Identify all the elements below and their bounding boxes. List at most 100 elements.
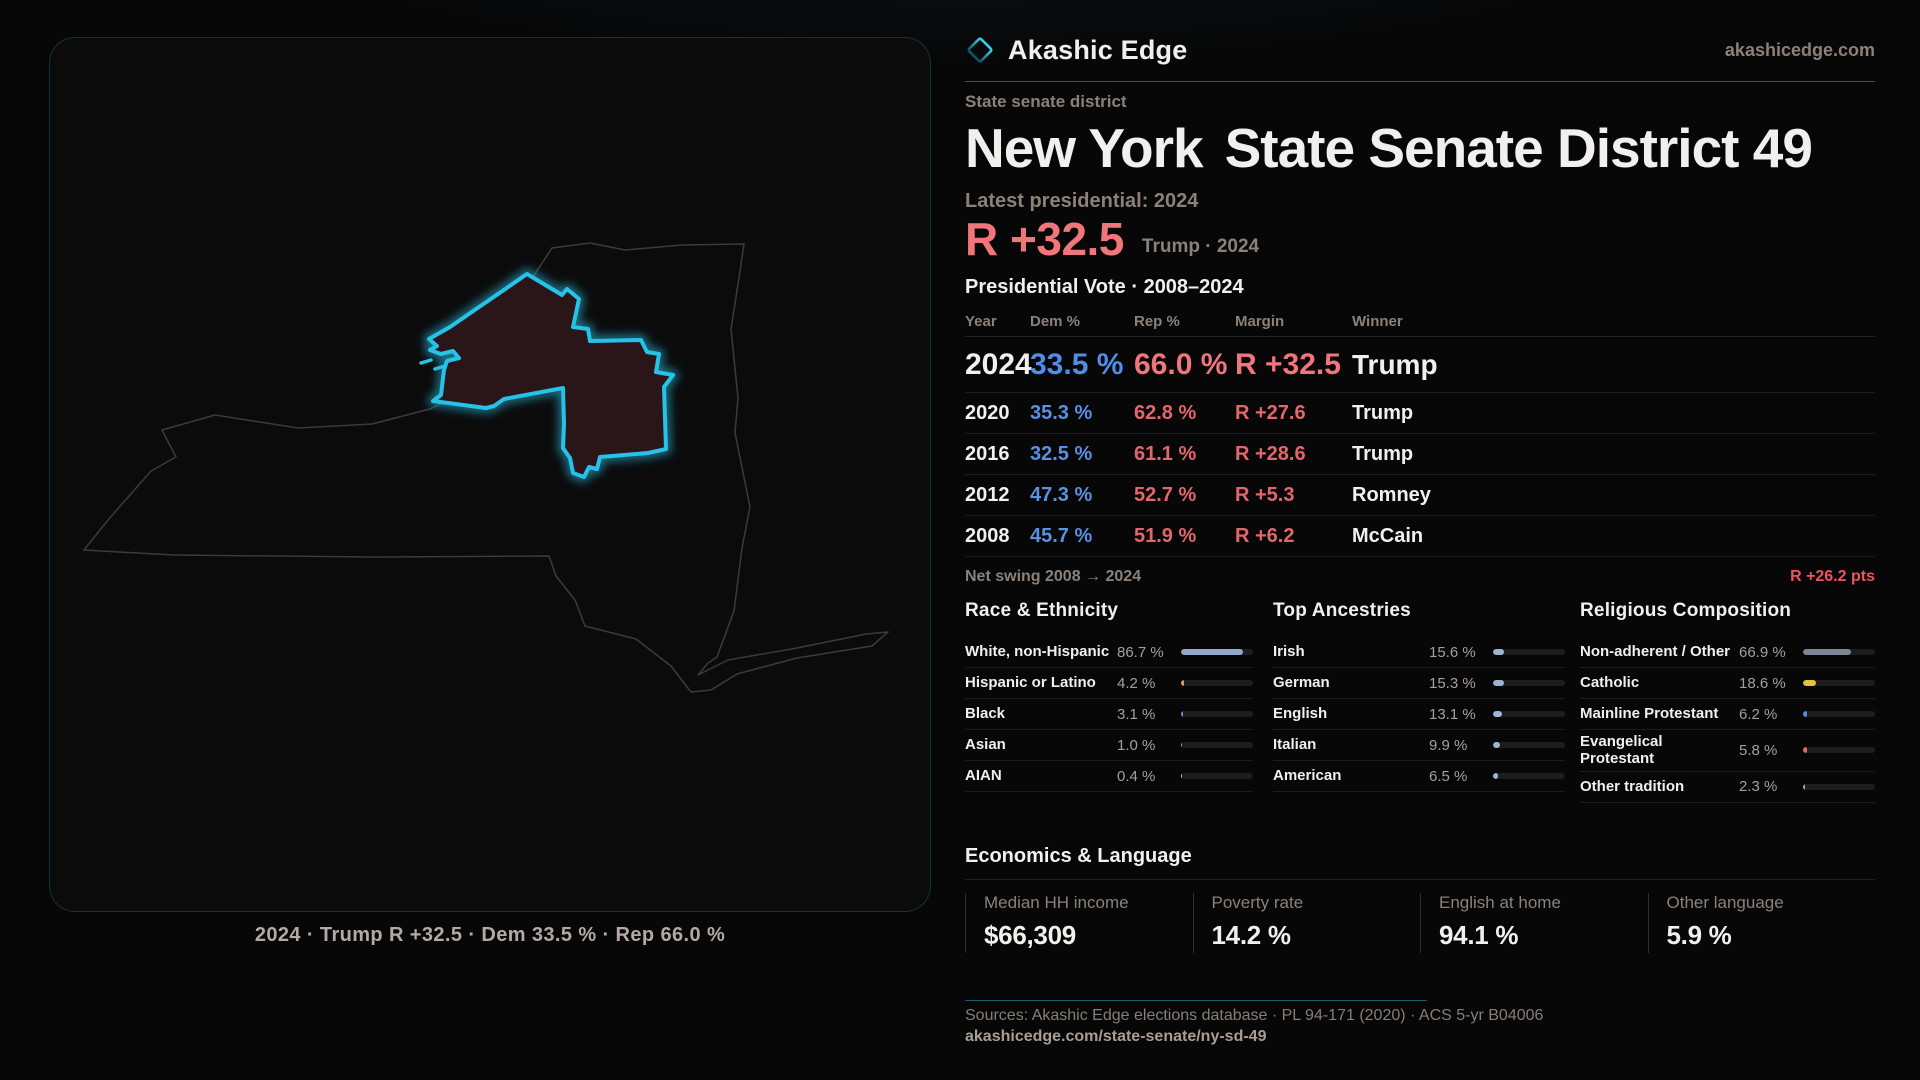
bar-track [1181,711,1253,717]
bar-fill [1803,649,1852,655]
demographic-label: Non-adherent / Other [1580,643,1731,661]
vote-table: Year Dem % Rep % Margin Winner 2024 33.5… [965,307,1875,557]
demographic-value: 15.6 % [1429,643,1476,661]
demographic-row: Asian 1.0 % [965,730,1253,761]
demographic-row: Evangelical Protestant 5.8 % [1580,730,1875,772]
demographic-value: 2.3 % [1739,778,1778,795]
kicker: State senate district [965,92,1127,111]
demographic-value: 15.3 % [1429,674,1476,692]
district-49-shape [427,272,675,479]
stat-median-income: Median HH income $66,309 [965,893,1193,953]
vote-table-header: Year Dem % Rep % Margin Winner [965,307,1875,337]
brand-name: Akashic Edge [1008,34,1188,65]
brand-domain-link[interactable]: akashicedge.com [1724,39,1875,60]
demographic-label: White, non-Hispanic [965,643,1110,661]
col-header-winner: Winner [1352,313,1403,330]
demographic-label: AIAN [965,767,1002,785]
bar-fill [1803,783,1805,790]
table-row: 2016 32.5 % 61.1 % R +28.6 Trump [965,434,1875,475]
bar-track [1493,742,1565,748]
race-ethnicity-section: Race & Ethnicity White, non-Hispanic 86.7… [965,600,1253,792]
demographic-value: 3.1 % [1117,705,1156,723]
latest-presidential-label: Latest presidential: 2024 [965,190,1199,212]
stat-english-at-home: English at home 94.1 % [1420,893,1648,953]
bar-fill [1803,747,1808,754]
demographic-row: Hispanic or Latino 4.2 % [965,668,1253,699]
demographic-value: 5.8 % [1739,741,1778,759]
demographic-label: American [1273,767,1342,785]
demographic-value: 18.6 % [1739,674,1786,692]
bar-fill [1181,711,1184,717]
bar-track [1803,747,1875,754]
demographic-row: Black 3.1 % [965,699,1253,730]
bar-fill [1181,742,1182,748]
col-header-year: Year [965,313,997,330]
stat-other-language: Other language 5.9 % [1647,893,1876,953]
bar-fill [1493,742,1501,748]
bar-fill [1181,680,1185,686]
brand-bar: Akashic Edge akashicedge.com [965,28,1875,72]
demographic-row: English 13.1 % [1273,699,1565,730]
economics-stats: Median HH income $66,309 Poverty rate 14… [965,893,1875,953]
ancestries-section: Top Ancestries Irish 15.6 % German 15.3 % En… [1273,600,1565,792]
demographic-label: Other tradition [1580,777,1685,795]
economics-title: Economics & Language [965,845,1192,867]
footer-url-link[interactable]: akashicedge.com/state-senate/ny-sd-49 [965,1028,1267,1045]
demographic-label: English [1273,705,1328,723]
net-swing-value: R +26.2 pts [1790,568,1875,585]
district-map-panel [49,37,931,912]
demographic-value: 6.2 % [1739,705,1778,723]
bar-track [1493,649,1565,655]
table-row: 2008 45.7 % 51.9 % R +6.2 McCain [965,516,1875,557]
latest-margin-value: R +32.5 [965,213,1124,265]
demographic-row: White, non-Hispanic 86.7 % [965,637,1253,668]
section-title: Religious Composition [1580,600,1792,621]
footer-sources: Sources: Akashic Edge elections database… [965,1007,1544,1024]
bar-fill [1181,649,1244,655]
demographic-value: 86.7 % [1117,643,1164,661]
latest-margin-sub: Trump · 2024 [1141,236,1260,257]
bar-track [1181,649,1253,655]
bar-track [1181,742,1253,748]
page-title: New York State Senate District 49 [965,116,1813,180]
religion-section: Religious Composition Non-adherent / Oth… [1580,600,1875,803]
demographic-label: Italian [1273,736,1317,754]
religion-list: Non-adherent / Other 66.9 % Catholic 18.6 %… [1580,637,1875,803]
demographic-value: 9.9 % [1429,736,1468,754]
bar-fill [1493,649,1505,655]
bar-fill [1493,773,1498,779]
demographic-row: AIAN 0.4 % [965,761,1253,792]
demographic-value: 1.0 % [1117,736,1156,754]
district-islands [419,358,447,371]
bar-track [1803,649,1875,655]
table-row: 2024 33.5 % 66.0 % R +32.5 Trump [965,337,1875,393]
bar-track [1803,680,1875,686]
demographic-label: Mainline Protestant [1580,705,1719,723]
net-swing-row: Net swing 2008 → 2024 R +26.2 pts [965,568,1875,586]
col-header-dem: Dem % [1030,313,1081,330]
bar-track [1803,783,1875,790]
race-list: White, non-Hispanic 86.7 % Hispanic or Lat… [965,637,1253,792]
section-title: Race & Ethnicity [965,600,1119,621]
bar-fill [1803,711,1808,717]
latest-margin-row: R +32.5 Trump · 2024 [965,216,1259,262]
header-divider [965,81,1875,82]
col-header-rep: Rep % [1134,313,1180,330]
demographic-row: Non-adherent / Other 66.9 % [1580,637,1875,668]
demographic-value: 0.4 % [1117,767,1156,785]
bar-track [1493,773,1565,779]
demographic-row: Other tradition 2.3 % [1580,772,1875,803]
demographic-label: Evangelical Protestant [1580,733,1663,768]
col-header-margin: Margin [1235,313,1285,330]
bar-track [1493,680,1565,686]
demographic-label: Black [965,705,1006,723]
bar-track [1493,711,1565,717]
bar-fill [1493,711,1503,717]
table-row: 2012 47.3 % 52.7 % R +5.3 Romney [965,475,1875,516]
bar-track [1181,680,1253,686]
state-outline [83,242,889,693]
map-caption: 2024 · Trump R +32.5 · Dem 33.5 % · Rep … [254,924,726,946]
stat-poverty-rate: Poverty rate 14.2 % [1192,893,1421,953]
bar-track [1181,773,1253,779]
bar-fill [1803,680,1817,686]
